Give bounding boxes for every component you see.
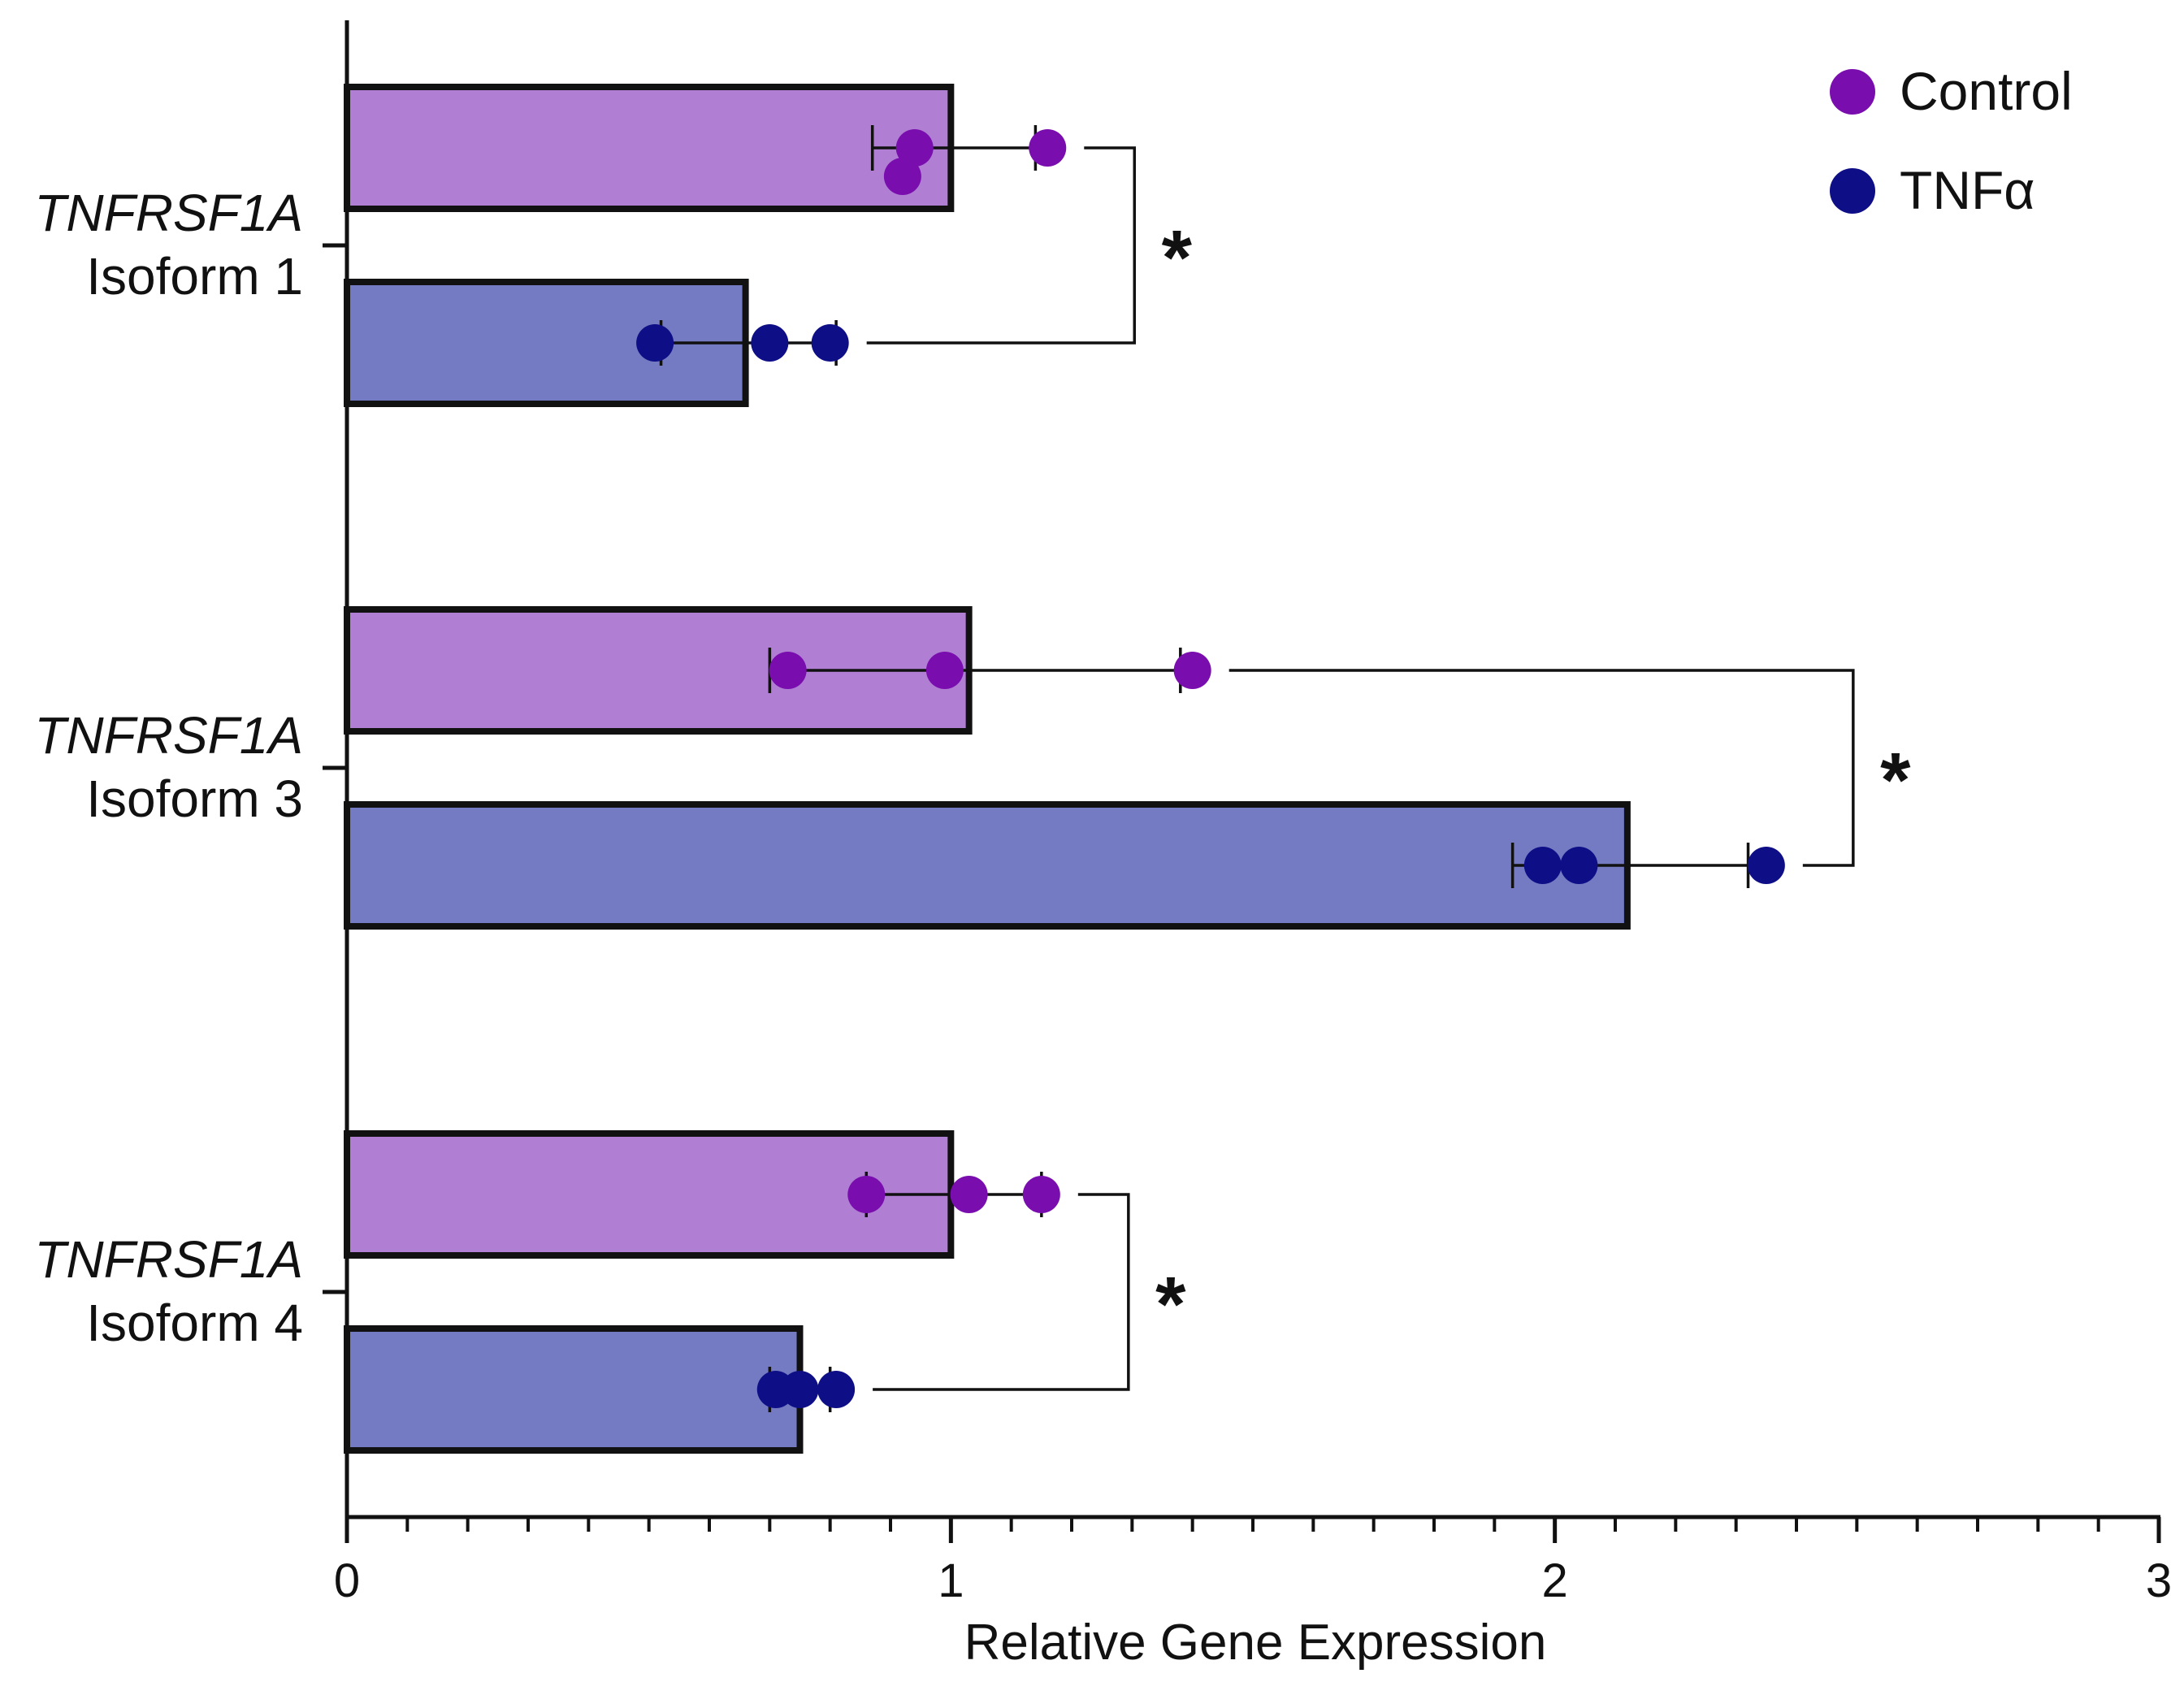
data-point: [1173, 652, 1211, 689]
significance-marker: *: [1155, 1261, 1186, 1348]
x-tick-label: 0: [334, 1554, 360, 1607]
significance-bracket: [866, 146, 1137, 345]
x-tick-label: 3: [2146, 1554, 2172, 1607]
category-label-gene: TNFRSF1A: [34, 1230, 303, 1289]
x-tick-label: 1: [938, 1554, 964, 1607]
legend-label: Control: [1900, 61, 2073, 121]
bar-tnfa: [344, 801, 1631, 930]
overlay-layer: * * *: [636, 125, 1911, 1412]
significance-marker: *: [1880, 737, 1911, 824]
category-label-isoform: Isoform 4: [86, 1294, 303, 1352]
bar-layer: [344, 84, 1631, 1454]
category-label-gene: TNFRSF1A: [34, 184, 303, 242]
data-point: [817, 1371, 856, 1408]
legend-label: TNFα: [1900, 160, 2034, 220]
data-point: [847, 1176, 886, 1213]
data-point: [769, 652, 807, 689]
significance-bracket: [873, 1193, 1130, 1391]
data-point: [883, 158, 921, 195]
category-label-isoform: Isoform 1: [86, 247, 303, 306]
legend-marker: [1830, 168, 1875, 214]
data-point: [1022, 1176, 1060, 1213]
data-point: [950, 1176, 988, 1213]
data-point: [756, 1371, 795, 1408]
legend: Control TNFα: [1830, 61, 2073, 220]
bar-control: [344, 84, 955, 212]
data-point: [1747, 847, 1785, 884]
bar-tnfa: [344, 1325, 804, 1454]
data-point: [1560, 847, 1598, 884]
x-tick-label: 2: [1542, 1554, 1568, 1607]
legend-marker: [1830, 69, 1875, 115]
data-point: [1523, 847, 1562, 884]
category-label-isoform: Isoform 3: [86, 769, 303, 828]
data-point: [895, 129, 934, 167]
data-point: [751, 324, 789, 362]
significance-bracket: [1228, 669, 1855, 867]
data-point: [925, 652, 964, 689]
x-axis-title: Relative Gene Expression: [964, 1615, 1547, 1671]
data-point: [811, 324, 849, 362]
category-label-gene: TNFRSF1A: [34, 706, 303, 765]
data-point: [636, 324, 674, 362]
significance-marker: *: [1162, 215, 1193, 301]
data-point: [1029, 129, 1067, 167]
